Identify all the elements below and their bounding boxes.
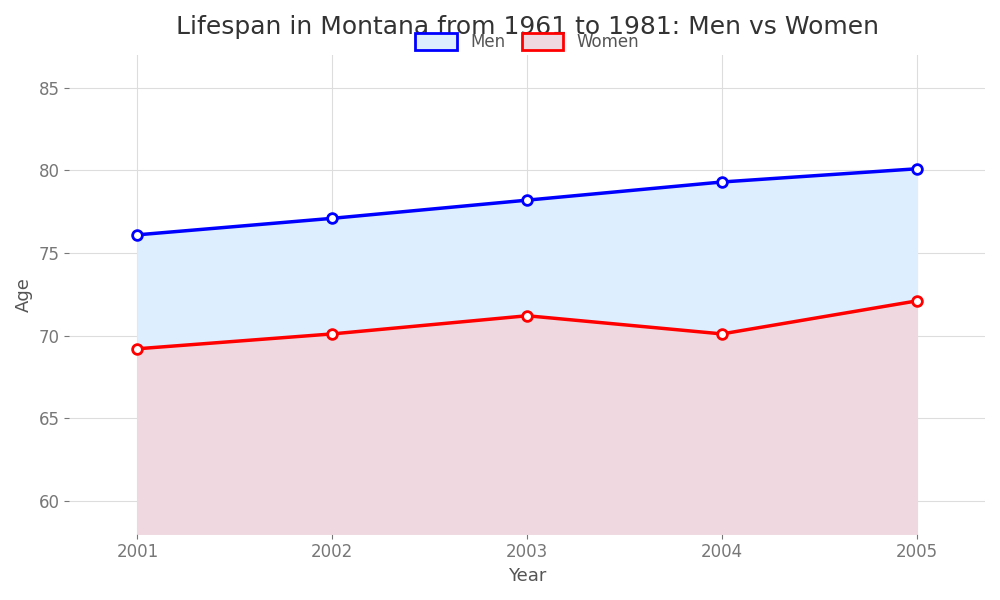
X-axis label: Year: Year xyxy=(508,567,546,585)
Legend: Men, Women: Men, Women xyxy=(407,25,648,59)
Y-axis label: Age: Age xyxy=(15,277,33,312)
Title: Lifespan in Montana from 1961 to 1981: Men vs Women: Lifespan in Montana from 1961 to 1981: M… xyxy=(176,15,879,39)
